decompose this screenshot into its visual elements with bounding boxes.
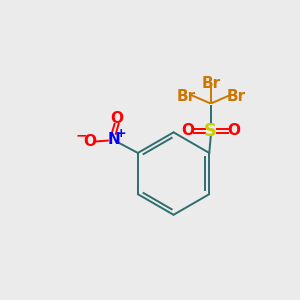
- Text: Br: Br: [226, 89, 245, 104]
- Text: +: +: [116, 127, 126, 140]
- Text: N: N: [107, 132, 120, 147]
- Text: O: O: [227, 123, 240, 138]
- Text: Br: Br: [176, 89, 195, 104]
- Text: Br: Br: [201, 76, 220, 91]
- Text: O: O: [83, 134, 96, 149]
- Text: S: S: [204, 122, 217, 140]
- Text: O: O: [181, 123, 194, 138]
- Text: −: −: [76, 129, 87, 143]
- Text: O: O: [110, 111, 123, 126]
